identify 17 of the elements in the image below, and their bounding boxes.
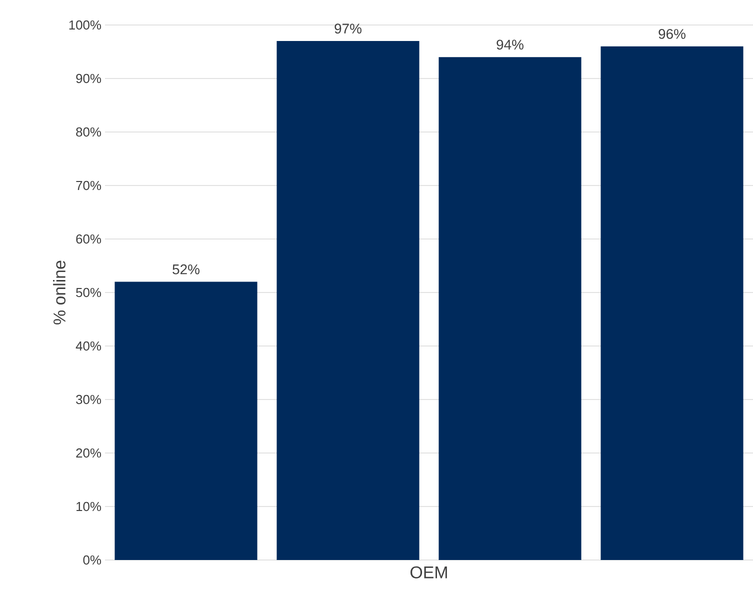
y-tick-label: 100% bbox=[69, 20, 102, 30]
y-tick-label: 60% bbox=[76, 234, 102, 244]
x-axis-title: OEM bbox=[410, 566, 447, 578]
y-tick-label: 0% bbox=[83, 555, 102, 565]
y-tick-label: 90% bbox=[76, 74, 102, 84]
y-tick-label: 40% bbox=[76, 341, 102, 351]
data-label: 97% bbox=[334, 24, 362, 34]
y-axis-title: % online bbox=[53, 260, 66, 324]
y-tick-label: 70% bbox=[76, 180, 102, 190]
data-label: 94% bbox=[496, 40, 524, 50]
y-tick-label: 10% bbox=[76, 502, 102, 512]
y-tick-label: 80% bbox=[76, 127, 102, 137]
y-tick-label: 30% bbox=[76, 394, 102, 404]
y-tick-label: 50% bbox=[76, 288, 102, 298]
data-label: 52% bbox=[172, 264, 200, 274]
y-tick-label: 20% bbox=[76, 448, 102, 458]
data-label: 96% bbox=[658, 29, 686, 39]
